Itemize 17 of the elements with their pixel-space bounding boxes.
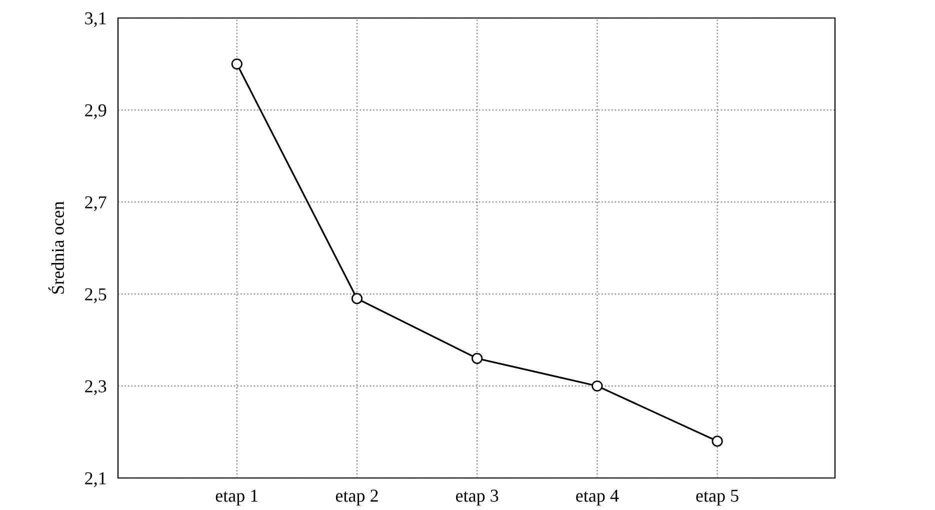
y-tick-label: 2,1 xyxy=(85,472,106,488)
y-tick-label: 2,5 xyxy=(85,288,106,304)
point xyxy=(712,436,723,447)
point xyxy=(351,293,363,304)
x-tick-label: etap 3 xyxy=(456,490,498,506)
x-tick-label: etap 4 xyxy=(576,490,619,506)
y-tick-label: 2,3 xyxy=(85,380,106,396)
y-tick-label: 2,9 xyxy=(85,104,106,120)
point xyxy=(231,58,242,70)
point xyxy=(592,380,603,392)
y-axis-title: Średnia ocen xyxy=(48,201,64,294)
x-tick-label: etap 1 xyxy=(216,490,258,506)
y-tick-label: 2,7 xyxy=(85,196,106,212)
point xyxy=(472,352,483,364)
x-tick-label: etap 5 xyxy=(696,490,738,506)
x-tick-label: etap 2 xyxy=(336,490,378,506)
y-tick-label: 3,1 xyxy=(85,12,106,28)
